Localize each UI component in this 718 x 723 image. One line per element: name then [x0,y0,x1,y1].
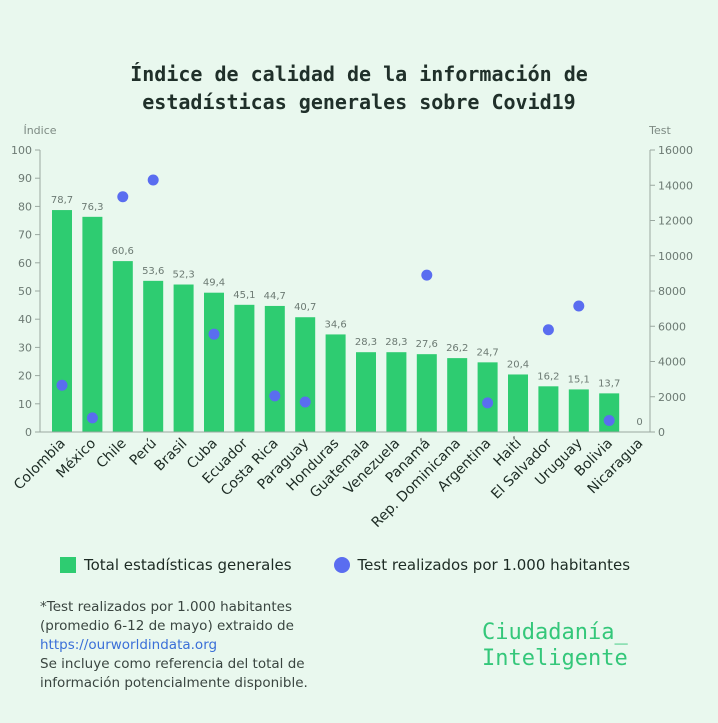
bar [143,280,164,432]
legend-dot-swatch [333,557,350,573]
test-dot [208,328,220,340]
chart-title-line-2: estadísticas generales sobre Covid19 [142,90,576,114]
chart-title-line-1: Índice de calidad de la información de [130,62,588,86]
y-tick-label: 10 [18,398,32,411]
chart: Índice Test 0 10 20 30 40 50 60 70 80 90 100 0 2000 400… [11,124,693,531]
y-tick-label: 30 [18,341,32,354]
y-tick-label: 80 [18,200,32,213]
footnote-link[interactable]: https://ourworldindata.org [40,637,218,653]
bar-value-label: 20,4 [507,359,529,370]
y2-tick-label: 6000 [658,320,686,333]
legend-dots-label: Test realizados por 1.000 habitantes [357,556,631,574]
test-dot [56,379,68,391]
bar [295,317,316,432]
bar-value-label: 44,7 [264,291,286,302]
test-dot [603,415,615,427]
y2-tick-label: 16000 [658,144,693,157]
bar [204,292,224,432]
bar [538,386,559,432]
bar-value-label: 15,1 [568,374,590,385]
bar [264,305,285,432]
legend-bar-swatch [60,557,76,573]
footnote: *Test realizados por 1.000 habitantes (p… [40,598,420,693]
y-tick-label: 40 [18,313,32,326]
bar-value-label: 52,3 [172,270,194,281]
bar [52,210,72,432]
bar-value-label: 78,7 [51,195,73,206]
bar-value-label: 49,4 [203,278,225,289]
footnote-line-4: información potencialmente disponible. [40,675,308,691]
bar [325,334,346,432]
bar [173,284,194,432]
bar [82,216,103,432]
bar [416,354,437,432]
test-dot [542,324,554,336]
bar-value-label: 76,3 [81,202,103,213]
test-dot [299,396,311,408]
test-dot [573,300,585,312]
footnote-line-2: (promedio 6-12 de mayo) extraido de [40,618,294,634]
test-dot [421,269,433,281]
brand-line-1: Ciudadanía_ [482,620,628,645]
legend: Total estadísticas generales Test realiz… [60,556,672,574]
y2-tick-label: 12000 [658,215,693,228]
bar [477,362,498,432]
bar-value-label: 16,2 [537,371,559,382]
bar [234,304,255,432]
bar [386,352,407,432]
y2-tick-label: 14000 [658,179,693,192]
test-dot [269,390,281,402]
bar-value-label: 40,7 [294,302,316,313]
bar-value-label: 53,6 [142,266,164,277]
bar-value-label: 60,6 [112,246,134,257]
bar-value-label: 34,6 [324,319,346,330]
test-dot [117,191,129,203]
bar-value-label: 28,3 [355,337,377,348]
legend-item-bars: Total estadísticas generales [60,556,292,574]
footnote-line-1: *Test realizados por 1.000 habitantes [40,599,292,615]
bar [508,374,528,432]
legend-item-dots: Test realizados por 1.000 habitantes [333,556,631,574]
bar-value-label: 27,6 [416,339,438,350]
y2-tick-label: 8000 [658,285,686,298]
bar [356,352,376,432]
test-dot [86,412,98,424]
y-axis-title: Índice [23,124,56,137]
y-tick-label: 70 [18,229,32,242]
test-dot [147,174,159,186]
y2-axis-title: Test [648,124,671,137]
bar [599,393,620,432]
y-tick-label: 60 [18,257,32,270]
y-tick-label: 50 [18,285,32,298]
y2-tick-label: 2000 [658,391,686,404]
bar [568,389,589,432]
y-tick-label: 90 [18,172,32,185]
bar-value-label: 0 [636,417,642,428]
bar-value-label: 26,2 [446,343,468,354]
bar-value-label: 45,1 [233,290,255,301]
brand-logo: Ciudadanía_ Inteligente [482,620,628,672]
chart-title: Índice de calidad de la información de e… [0,60,718,116]
y-tick-label: 20 [18,370,32,383]
bar-value-label: 13,7 [598,378,620,389]
bar [112,261,133,432]
footnote-line-3: Se incluye como referencia del total de [40,656,305,672]
x-tick-label: Brasil [152,436,191,475]
y2-tick-label: 4000 [658,356,686,369]
test-dot [482,397,494,409]
bar-value-label: 28,3 [385,337,407,348]
y2-tick-label: 10000 [658,250,693,263]
y-tick-label: 0 [25,426,32,439]
y2-tick-label: 0 [658,426,665,439]
bar-value-label: 24,7 [476,347,498,358]
bar [447,358,468,432]
y-tick-label: 100 [11,144,32,157]
x-tick-label: Chile [94,436,130,472]
brand-line-2: Inteligente [482,646,628,671]
legend-bars-label: Total estadísticas generales [84,556,292,574]
